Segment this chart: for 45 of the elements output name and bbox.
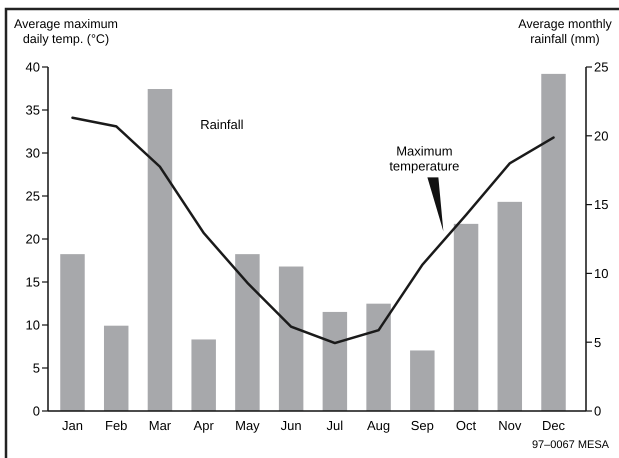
y-tick-label: 0 bbox=[32, 404, 40, 419]
bar bbox=[191, 339, 216, 411]
y-axis-title: Average maximum daily temp. (°C) bbox=[14, 17, 118, 46]
x-tick-label: Feb bbox=[105, 418, 128, 433]
y-tick-label: 5 bbox=[32, 360, 40, 376]
y2-tick-label: 0 bbox=[594, 404, 602, 419]
bar bbox=[278, 266, 304, 411]
x-tick-label: Aug bbox=[367, 418, 390, 433]
y2-tick-label: 5 bbox=[594, 334, 602, 350]
y-tick-label: 20 bbox=[26, 232, 40, 247]
bar bbox=[454, 224, 478, 411]
bar bbox=[366, 304, 391, 411]
bar bbox=[322, 312, 348, 411]
x-tick-label: Mar bbox=[148, 418, 172, 433]
x-tick-label: Jan bbox=[62, 418, 83, 433]
bar bbox=[235, 254, 260, 411]
y2-tick-label: 25 bbox=[594, 60, 608, 75]
y-tick-label: 25 bbox=[26, 188, 40, 204]
x-tick-label: May bbox=[235, 418, 260, 433]
x-tick-label: Sep bbox=[410, 418, 434, 433]
y-tick-label: 30 bbox=[26, 146, 40, 161]
y2-tick-label: 10 bbox=[594, 266, 608, 281]
x-tick-label: Jul bbox=[326, 418, 344, 433]
x-tick-label: Dec bbox=[542, 418, 566, 433]
y-tick-label: 40 bbox=[26, 60, 40, 75]
y2-tick-label: 15 bbox=[594, 197, 608, 212]
y-tick-label: 15 bbox=[26, 274, 40, 290]
y-tick-label: 35 bbox=[26, 102, 40, 118]
text: Rainfall bbox=[200, 117, 244, 132]
y-tick-label: 10 bbox=[26, 318, 40, 333]
bar bbox=[104, 326, 128, 411]
bar bbox=[541, 74, 566, 411]
x-tick-label: Nov bbox=[498, 418, 522, 433]
bar bbox=[410, 350, 435, 411]
x-tick-label: Jun bbox=[280, 418, 302, 433]
line-series bbox=[71, 116, 555, 344]
bar bbox=[60, 254, 85, 411]
text: Maximum temperature bbox=[389, 143, 460, 174]
y2-tick-label: 20 bbox=[594, 128, 608, 144]
y2-axis-title: Average monthly rainfall (mm) bbox=[518, 17, 613, 46]
bar bbox=[148, 89, 172, 411]
x-tick-label: Apr bbox=[194, 418, 214, 433]
bar bbox=[498, 202, 522, 411]
x-tick-label: Oct bbox=[456, 418, 477, 433]
text: 97–0067 MESA bbox=[532, 439, 610, 451]
